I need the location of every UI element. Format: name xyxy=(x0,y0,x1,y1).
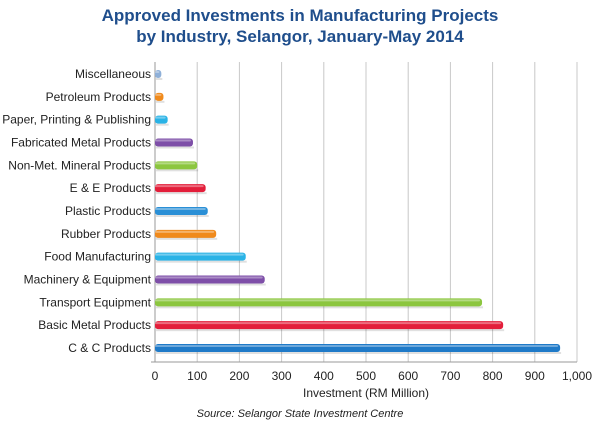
x-tick-label: 200 xyxy=(229,369,249,383)
category-label: Fabricated Metal Products xyxy=(11,136,151,150)
bar-shadow xyxy=(156,100,165,103)
gridlines xyxy=(151,62,578,363)
bar-body xyxy=(155,70,162,78)
chart-title-line-2: by Industry, Selangor, January-May 2014 xyxy=(136,27,464,46)
category-label: E & E Products xyxy=(70,181,151,195)
bar-highlight xyxy=(155,230,215,233)
bar-body xyxy=(155,275,265,284)
bar xyxy=(155,115,169,126)
bar xyxy=(155,161,199,172)
bar-shadow xyxy=(156,215,209,217)
x-tick-label: 400 xyxy=(314,369,334,383)
x-tick-label: 500 xyxy=(356,369,376,383)
bar-shadow xyxy=(156,283,266,286)
bar-body xyxy=(155,298,483,307)
bars xyxy=(155,70,562,354)
bar xyxy=(155,138,194,149)
x-tick-label: 700 xyxy=(440,369,460,383)
bar xyxy=(155,92,165,103)
bar-shadow xyxy=(156,123,169,126)
bar-body xyxy=(155,115,168,124)
category-labels: Miscellaneous Petroleum Products Paper, Pr… xyxy=(2,67,151,355)
bar xyxy=(155,321,505,332)
bar-shadow xyxy=(156,306,484,309)
bar-shadow xyxy=(156,260,247,263)
bar-shadow xyxy=(156,237,218,240)
bar-shadow xyxy=(156,329,505,332)
category-label: Non-Met. Mineral Products xyxy=(8,158,151,172)
category-label: Food Manufacturing xyxy=(44,250,151,264)
category-label: Rubber Products xyxy=(61,227,151,241)
bar-body xyxy=(155,207,208,215)
bar-body xyxy=(155,321,504,330)
x-axis-label: Investment (RM Million) xyxy=(303,386,429,400)
x-tick-labels: 0 100 200 300 400 500 600 700 800 900 1,000 xyxy=(152,369,593,383)
bar xyxy=(155,298,484,309)
bar xyxy=(155,70,163,80)
bar-shadow xyxy=(156,192,207,195)
bar-highlight xyxy=(155,253,244,256)
chart-title-line-1: Approved Investments in Manufacturing Pr… xyxy=(101,6,499,25)
bar xyxy=(155,275,266,286)
bar-highlight xyxy=(155,185,204,188)
category-label: Petroleum Products xyxy=(46,90,151,104)
x-tick-label: 100 xyxy=(187,369,207,383)
bar-body xyxy=(155,184,206,193)
bar xyxy=(155,252,247,263)
bar-shadow xyxy=(156,352,562,354)
category-label: Machinery & Equipment xyxy=(24,273,152,287)
bar-highlight xyxy=(155,345,559,347)
bar-highlight xyxy=(155,208,206,210)
bar xyxy=(155,184,207,195)
x-tick-label: 1,000 xyxy=(562,369,592,383)
bar-highlight xyxy=(155,116,166,119)
bar-highlight xyxy=(155,139,191,142)
category-label: Miscellaneous xyxy=(75,67,151,81)
bar-body xyxy=(155,92,164,101)
bar-body xyxy=(155,138,193,147)
bar-body xyxy=(155,344,561,352)
x-tick-label: 300 xyxy=(272,369,292,383)
x-tick-label: 800 xyxy=(483,369,503,383)
bar-highlight xyxy=(155,93,162,96)
bar-highlight xyxy=(155,162,196,165)
category-label: Basic Metal Products xyxy=(38,318,151,332)
bar-body xyxy=(155,161,198,170)
bar-highlight xyxy=(155,276,263,279)
category-label: Transport Equipment xyxy=(39,295,151,309)
bar-highlight xyxy=(155,299,481,302)
bar-shadow xyxy=(156,146,194,149)
category-label: Plastic Products xyxy=(65,204,151,218)
bar-body xyxy=(155,252,246,261)
bar xyxy=(155,229,218,240)
bar-highlight xyxy=(155,71,160,73)
category-label: C & C Products xyxy=(68,341,151,355)
x-tick-label: 900 xyxy=(525,369,545,383)
bar-shadow xyxy=(156,169,199,172)
source-note: Source: Selangor State Investment Centre xyxy=(196,408,404,420)
bar-highlight xyxy=(155,322,502,325)
bar xyxy=(155,344,562,354)
bar-body xyxy=(155,229,217,238)
category-label: Paper, Printing & Publishing xyxy=(2,113,151,127)
x-tick-label: 600 xyxy=(398,369,418,383)
x-tick-label: 0 xyxy=(152,369,159,383)
bar xyxy=(155,207,209,217)
bar-shadow xyxy=(156,78,163,80)
